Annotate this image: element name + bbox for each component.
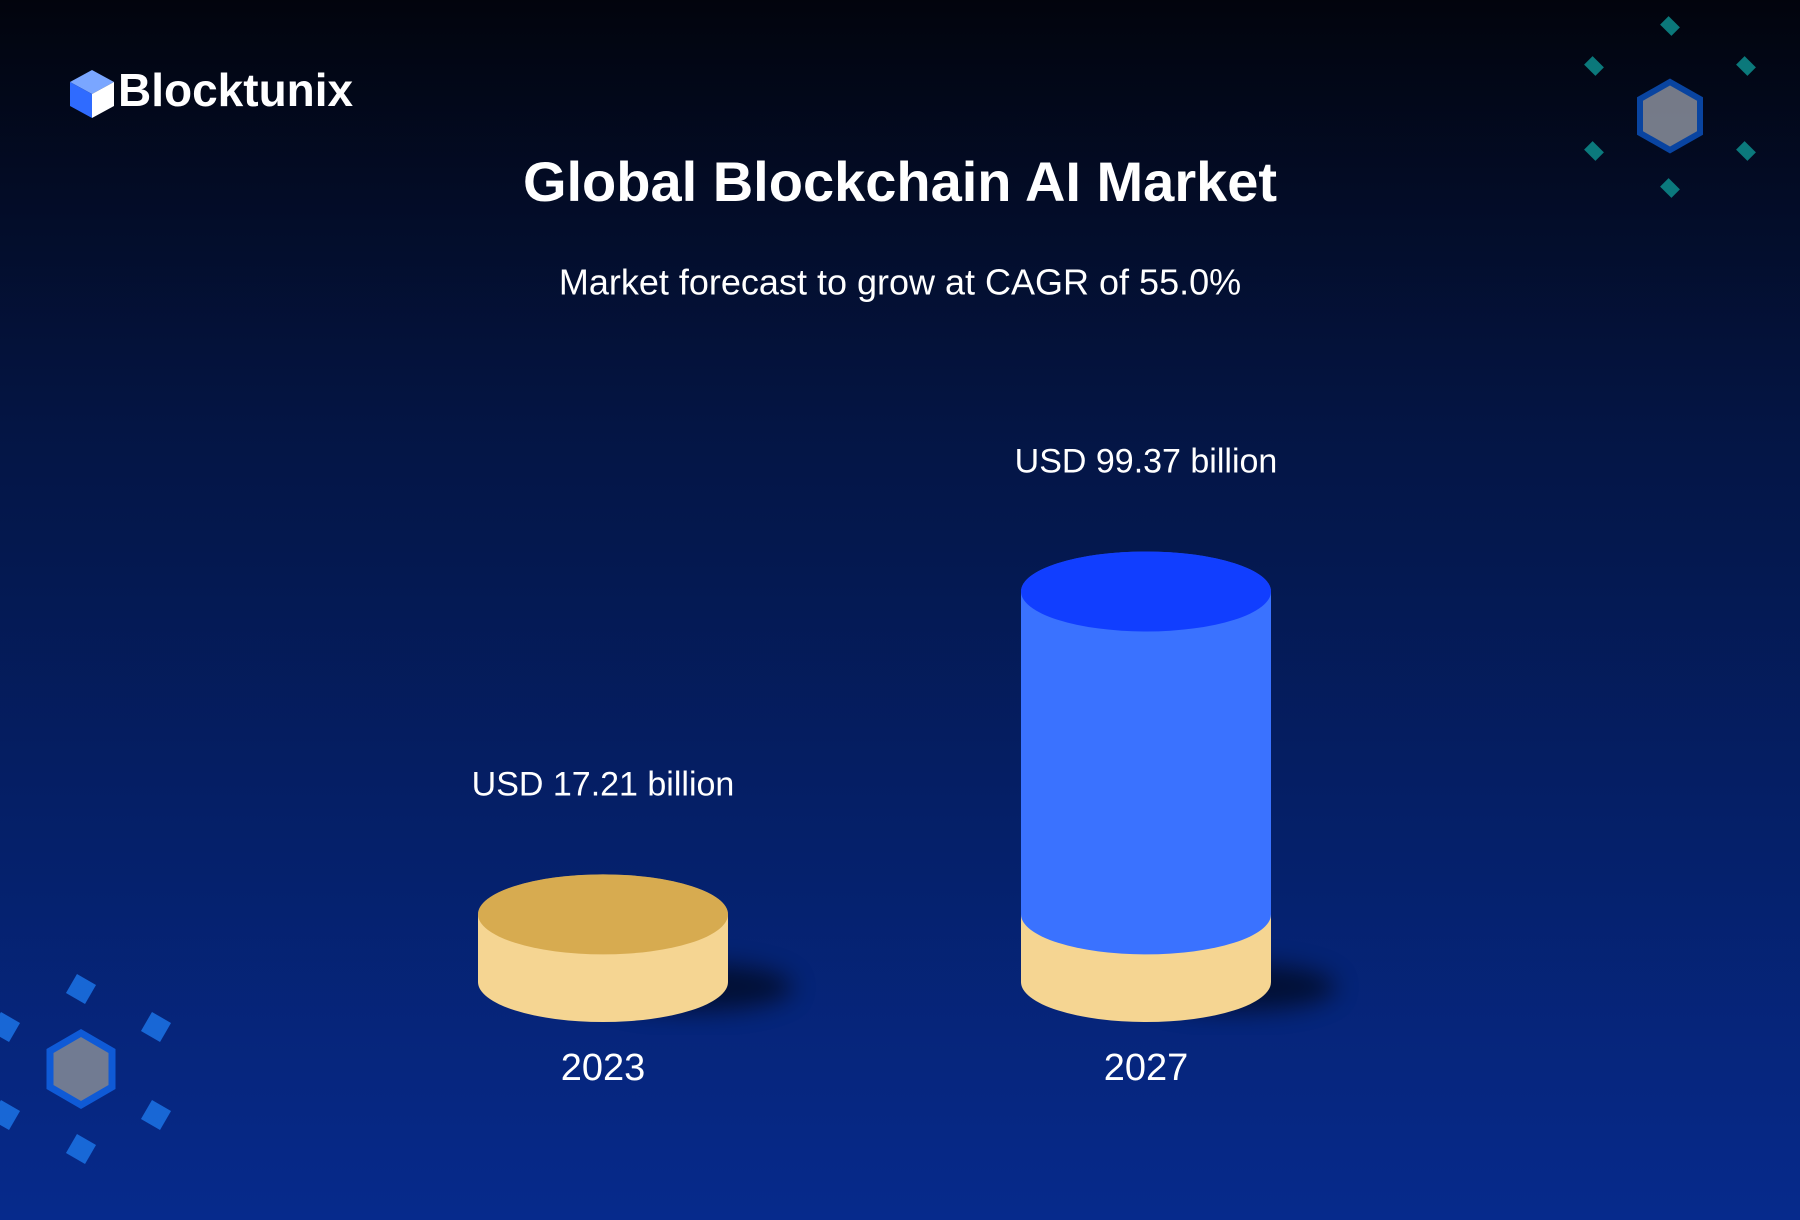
logo-icon <box>92 82 114 118</box>
chart-subtitle: Market forecast to grow at CAGR of 55.0% <box>559 262 1241 303</box>
category-label: 2023 <box>561 1047 646 1089</box>
cylinder-top-shade <box>478 874 728 955</box>
logo-icon <box>70 82 92 118</box>
logo: Blocktunix <box>70 64 354 118</box>
category-label: 2027 <box>1104 1047 1189 1089</box>
value-label: USD 99.37 billion <box>1015 442 1278 480</box>
chart-title: Global Blockchain AI Market <box>523 150 1277 213</box>
decoration-top-right <box>1584 16 1756 198</box>
logo-text: Blocktunix <box>118 64 354 116</box>
value-label: USD 17.21 billion <box>472 765 735 803</box>
cylinder-body <box>1021 591 1271 955</box>
decoration-bottom-left <box>0 973 172 1165</box>
cylinder-top-shade <box>1021 551 1271 632</box>
cylinder-top <box>478 874 728 955</box>
